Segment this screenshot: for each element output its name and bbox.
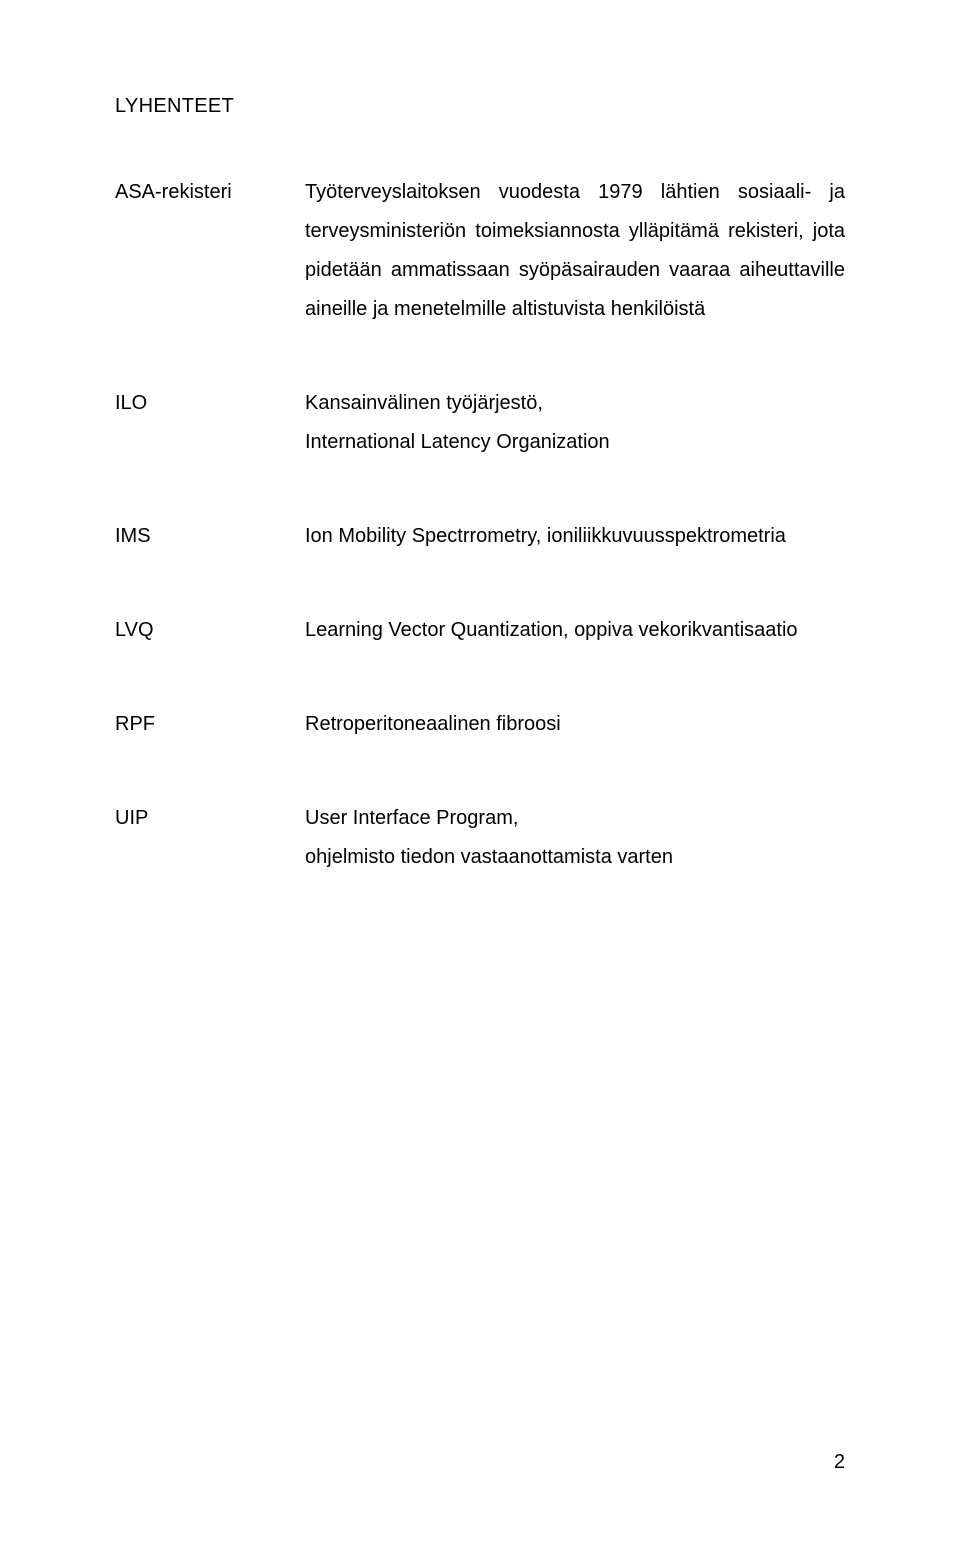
definition-row: LVQ Learning Vector Quantization, oppiva… [115,611,845,650]
description: Työterveyslaitoksen vuodesta 1979 lähtie… [305,173,845,329]
term: ASA-rekisteri [115,173,305,212]
definition-row: IMS Ion Mobility Spectrrometry, ioniliik… [115,517,845,556]
definition-row: ASA-rekisteri Työterveyslaitoksen vuodes… [115,173,845,329]
page-title: LYHENTEET [115,95,845,118]
term: RPF [115,705,305,744]
term: ILO [115,384,305,423]
description: Learning Vector Quantization, oppiva vek… [305,611,845,650]
description: Retroperitoneaalinen fibroosi [305,705,845,744]
term: UIP [115,799,305,838]
definition-row: UIP User Interface Program,ohjelmisto ti… [115,799,845,877]
page-number: 2 [834,1451,845,1474]
term: IMS [115,517,305,556]
description: Ion Mobility Spectrrometry, ioniliikkuvu… [305,517,845,556]
description: Kansainvälinen työjärjestö,International… [305,384,845,462]
term: LVQ [115,611,305,650]
definition-row: ILO Kansainvälinen työjärjestö,Internati… [115,384,845,462]
definition-row: RPF Retroperitoneaalinen fibroosi [115,705,845,744]
description: User Interface Program,ohjelmisto tiedon… [305,799,845,877]
